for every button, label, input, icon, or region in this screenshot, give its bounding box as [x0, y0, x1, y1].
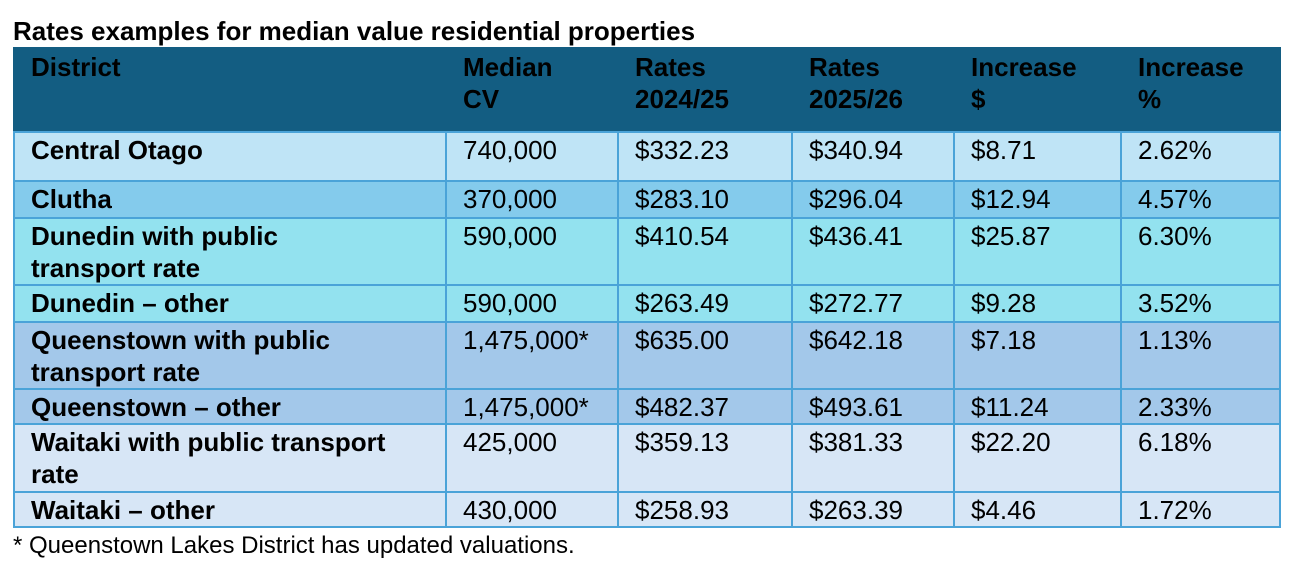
cell-rates-2024-25: $258.93	[617, 491, 793, 528]
header-increase-percent: Increase%	[1120, 47, 1281, 133]
table-row: Dunedin – other 590,000 $263.49 $272.77 $9.2…	[13, 284, 1281, 323]
cell-increase-dollar: $4.46	[953, 491, 1122, 528]
cell-increase-percent: 1.72%	[1120, 491, 1281, 528]
table-row: Clutha 370,000 $283.10 $296.04 $12.94 4.57%	[13, 180, 1281, 219]
rates-table: District Median CV Rates 2024/25 Rates 2025…	[13, 47, 1281, 528]
cell-rates-2024-25: $263.49	[617, 284, 793, 323]
header-rates-2024-25: Rates 2024/25	[617, 47, 793, 133]
table-row: Dunedin with public transport rate 590,000…	[13, 217, 1281, 286]
cell-rates-2024-25: $410.54	[617, 217, 793, 286]
header-increase-dollar: Increase $	[953, 47, 1122, 133]
page-title: Rates examples for median value resident…	[13, 16, 696, 46]
cell-increase-percent: 2.62%	[1120, 131, 1281, 182]
footnote: * Queenstown Lakes District has updated …	[13, 532, 575, 559]
cell-increase-percent: 1.13%	[1120, 321, 1281, 390]
cell-rates-2025-26: $436.41	[791, 217, 955, 286]
cell-median-cv: 1,475,000*	[445, 388, 619, 425]
table-row: Waitaki – other 430,000 $258.93 $263.39 $4.4…	[13, 491, 1281, 528]
cell-rates-2025-26: $493.61	[791, 388, 955, 425]
cell-increase-percent: 6.18%	[1120, 423, 1281, 493]
cell-rates-2025-26: $296.04	[791, 180, 955, 219]
header-district: District	[13, 47, 447, 133]
cell-district: Dunedin with public transport rate	[13, 217, 447, 286]
table-row: Queenstown – other 1,475,000* $482.37 $493.…	[13, 388, 1281, 425]
cell-district: Waitaki – other	[13, 491, 447, 528]
cell-rates-2024-25: $283.10	[617, 180, 793, 219]
cell-median-cv: 430,000	[445, 491, 619, 528]
cell-median-cv: 1,475,000*	[445, 321, 619, 390]
cell-increase-percent: 2.33%	[1120, 388, 1281, 425]
table-row: Central Otago 740,000 $332.23 $340.94 $8.71 2…	[13, 131, 1281, 182]
header-rates-2025-26: Rates 2025/26	[791, 47, 955, 133]
cell-district: Dunedin – other	[13, 284, 447, 323]
cell-district: Queenstown – other	[13, 388, 447, 425]
header-median-cv: Median CV	[445, 47, 619, 133]
cell-median-cv: 425,000	[445, 423, 619, 493]
cell-increase-percent: 3.52%	[1120, 284, 1281, 323]
cell-median-cv: 590,000	[445, 284, 619, 323]
cell-district: Central Otago	[13, 131, 447, 182]
cell-rates-2025-26: $263.39	[791, 491, 955, 528]
cell-rates-2025-26: $340.94	[791, 131, 955, 182]
cell-increase-dollar: $25.87	[953, 217, 1122, 286]
cell-district: Waitaki with public transport rate	[13, 423, 447, 493]
cell-increase-percent: 6.30%	[1120, 217, 1281, 286]
cell-district: Queenstown with public transport rate	[13, 321, 447, 390]
cell-increase-dollar: $22.20	[953, 423, 1122, 493]
cell-district: Clutha	[13, 180, 447, 219]
cell-rates-2024-25: $359.13	[617, 423, 793, 493]
cell-rates-2025-26: $642.18	[791, 321, 955, 390]
cell-rates-2025-26: $272.77	[791, 284, 955, 323]
cell-rates-2025-26: $381.33	[791, 423, 955, 493]
cell-median-cv: 370,000	[445, 180, 619, 219]
cell-rates-2024-25: $635.00	[617, 321, 793, 390]
cell-increase-dollar: $12.94	[953, 180, 1122, 219]
cell-rates-2024-25: $332.23	[617, 131, 793, 182]
cell-increase-dollar: $7.18	[953, 321, 1122, 390]
table-row: Queenstown with public transport rate 1,47…	[13, 321, 1281, 390]
table-row: Waitaki with public transport rate 425,000…	[13, 423, 1281, 493]
cell-increase-dollar: $9.28	[953, 284, 1122, 323]
cell-increase-percent: 4.57%	[1120, 180, 1281, 219]
cell-rates-2024-25: $482.37	[617, 388, 793, 425]
cell-median-cv: 590,000	[445, 217, 619, 286]
cell-increase-dollar: $11.24	[953, 388, 1122, 425]
cell-median-cv: 740,000	[445, 131, 619, 182]
table-header-row: District Median CV Rates 2024/25 Rates 2025…	[13, 47, 1281, 133]
cell-increase-dollar: $8.71	[953, 131, 1122, 182]
